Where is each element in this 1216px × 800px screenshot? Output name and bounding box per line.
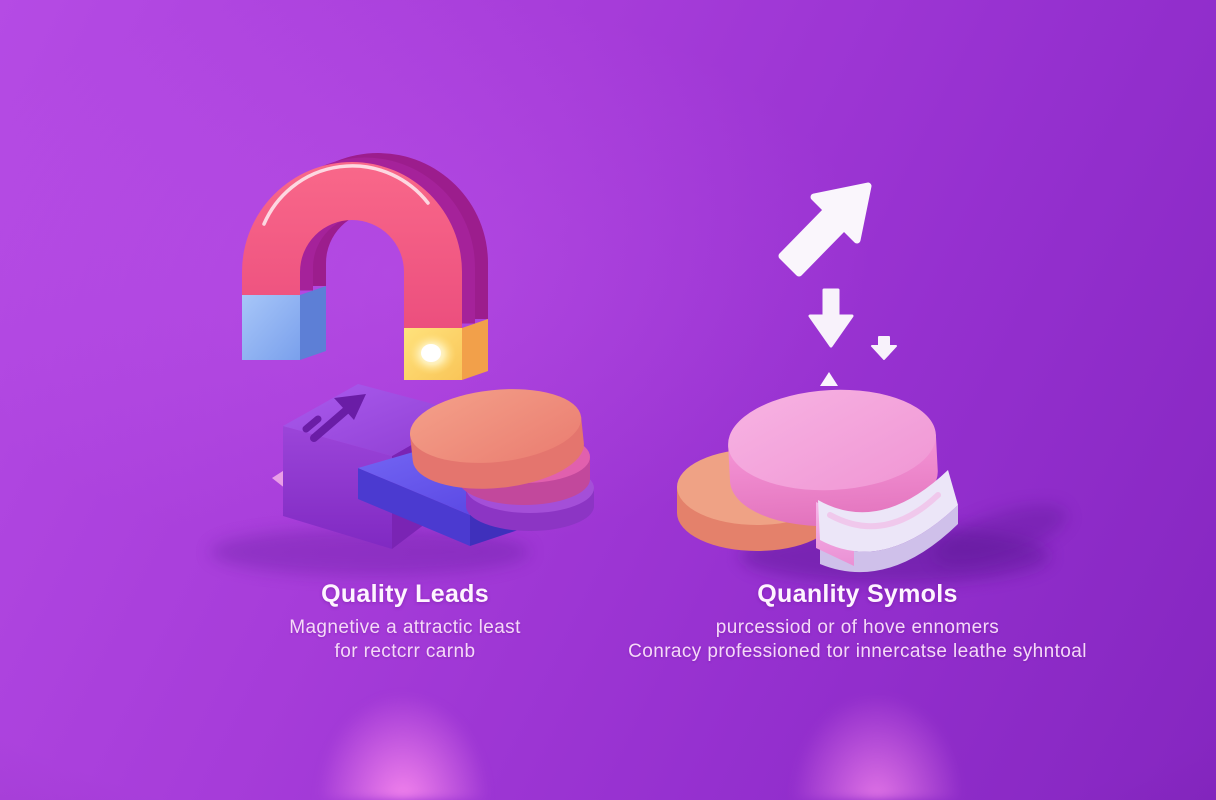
lavender-wedge: [816, 470, 958, 573]
coin-pile-right: [677, 372, 958, 573]
magnet-icon: [242, 153, 488, 380]
magnet-front: [242, 162, 462, 328]
magnet-blue-tip: [242, 295, 300, 360]
left-subtitle-line2: for rectcrr carnb: [334, 641, 476, 662]
coin-big-pink-top: [728, 389, 936, 491]
left-group-shadow: [210, 528, 530, 576]
growth-arrow-icon: [302, 394, 366, 442]
wedge-top: [818, 470, 958, 552]
pink-glow-beam-left: [288, 610, 518, 800]
coin-big-pink: [728, 389, 938, 527]
right-subtitle-line1: purcessiod or of hove ennomers: [715, 617, 1000, 638]
small-down-arrow-icon: [871, 336, 897, 360]
wedge-under-side: [820, 505, 958, 573]
magnet-highlight: [262, 164, 430, 226]
right-subtitle-line2: Conracy professioned tor innercatse leat…: [628, 641, 1087, 662]
magnet-tip-glow-core: [421, 344, 441, 362]
right-caption: Quanlity Symols purcessiod or of hove en…: [600, 580, 1115, 664]
cursor-arrow-icon: [778, 182, 872, 277]
down-arrow-icon: [808, 288, 854, 348]
pink-glow-beam-right: [762, 610, 992, 800]
cube-front-face: [283, 426, 392, 549]
arrow-tip-spark: [820, 372, 838, 386]
left-title: Quality Leads: [321, 580, 489, 608]
wedge-shadow: [933, 504, 1067, 566]
slab-front-face: [358, 468, 470, 546]
coin-stack-left: [409, 389, 594, 531]
left-subtitle-line1: Magnetive a attractic least: [289, 617, 521, 638]
right-title: Quanlity Symols: [757, 580, 958, 608]
magnet-blue-tip-side: [300, 286, 326, 360]
coin-coral-top: [409, 389, 582, 463]
left-caption: Quality Leads Magnetive a attractic leas…: [205, 580, 605, 664]
cube-spark: [272, 469, 286, 489]
wedge-inner-shade: [827, 492, 941, 530]
magnet-yellow-tip-side: [462, 319, 488, 380]
